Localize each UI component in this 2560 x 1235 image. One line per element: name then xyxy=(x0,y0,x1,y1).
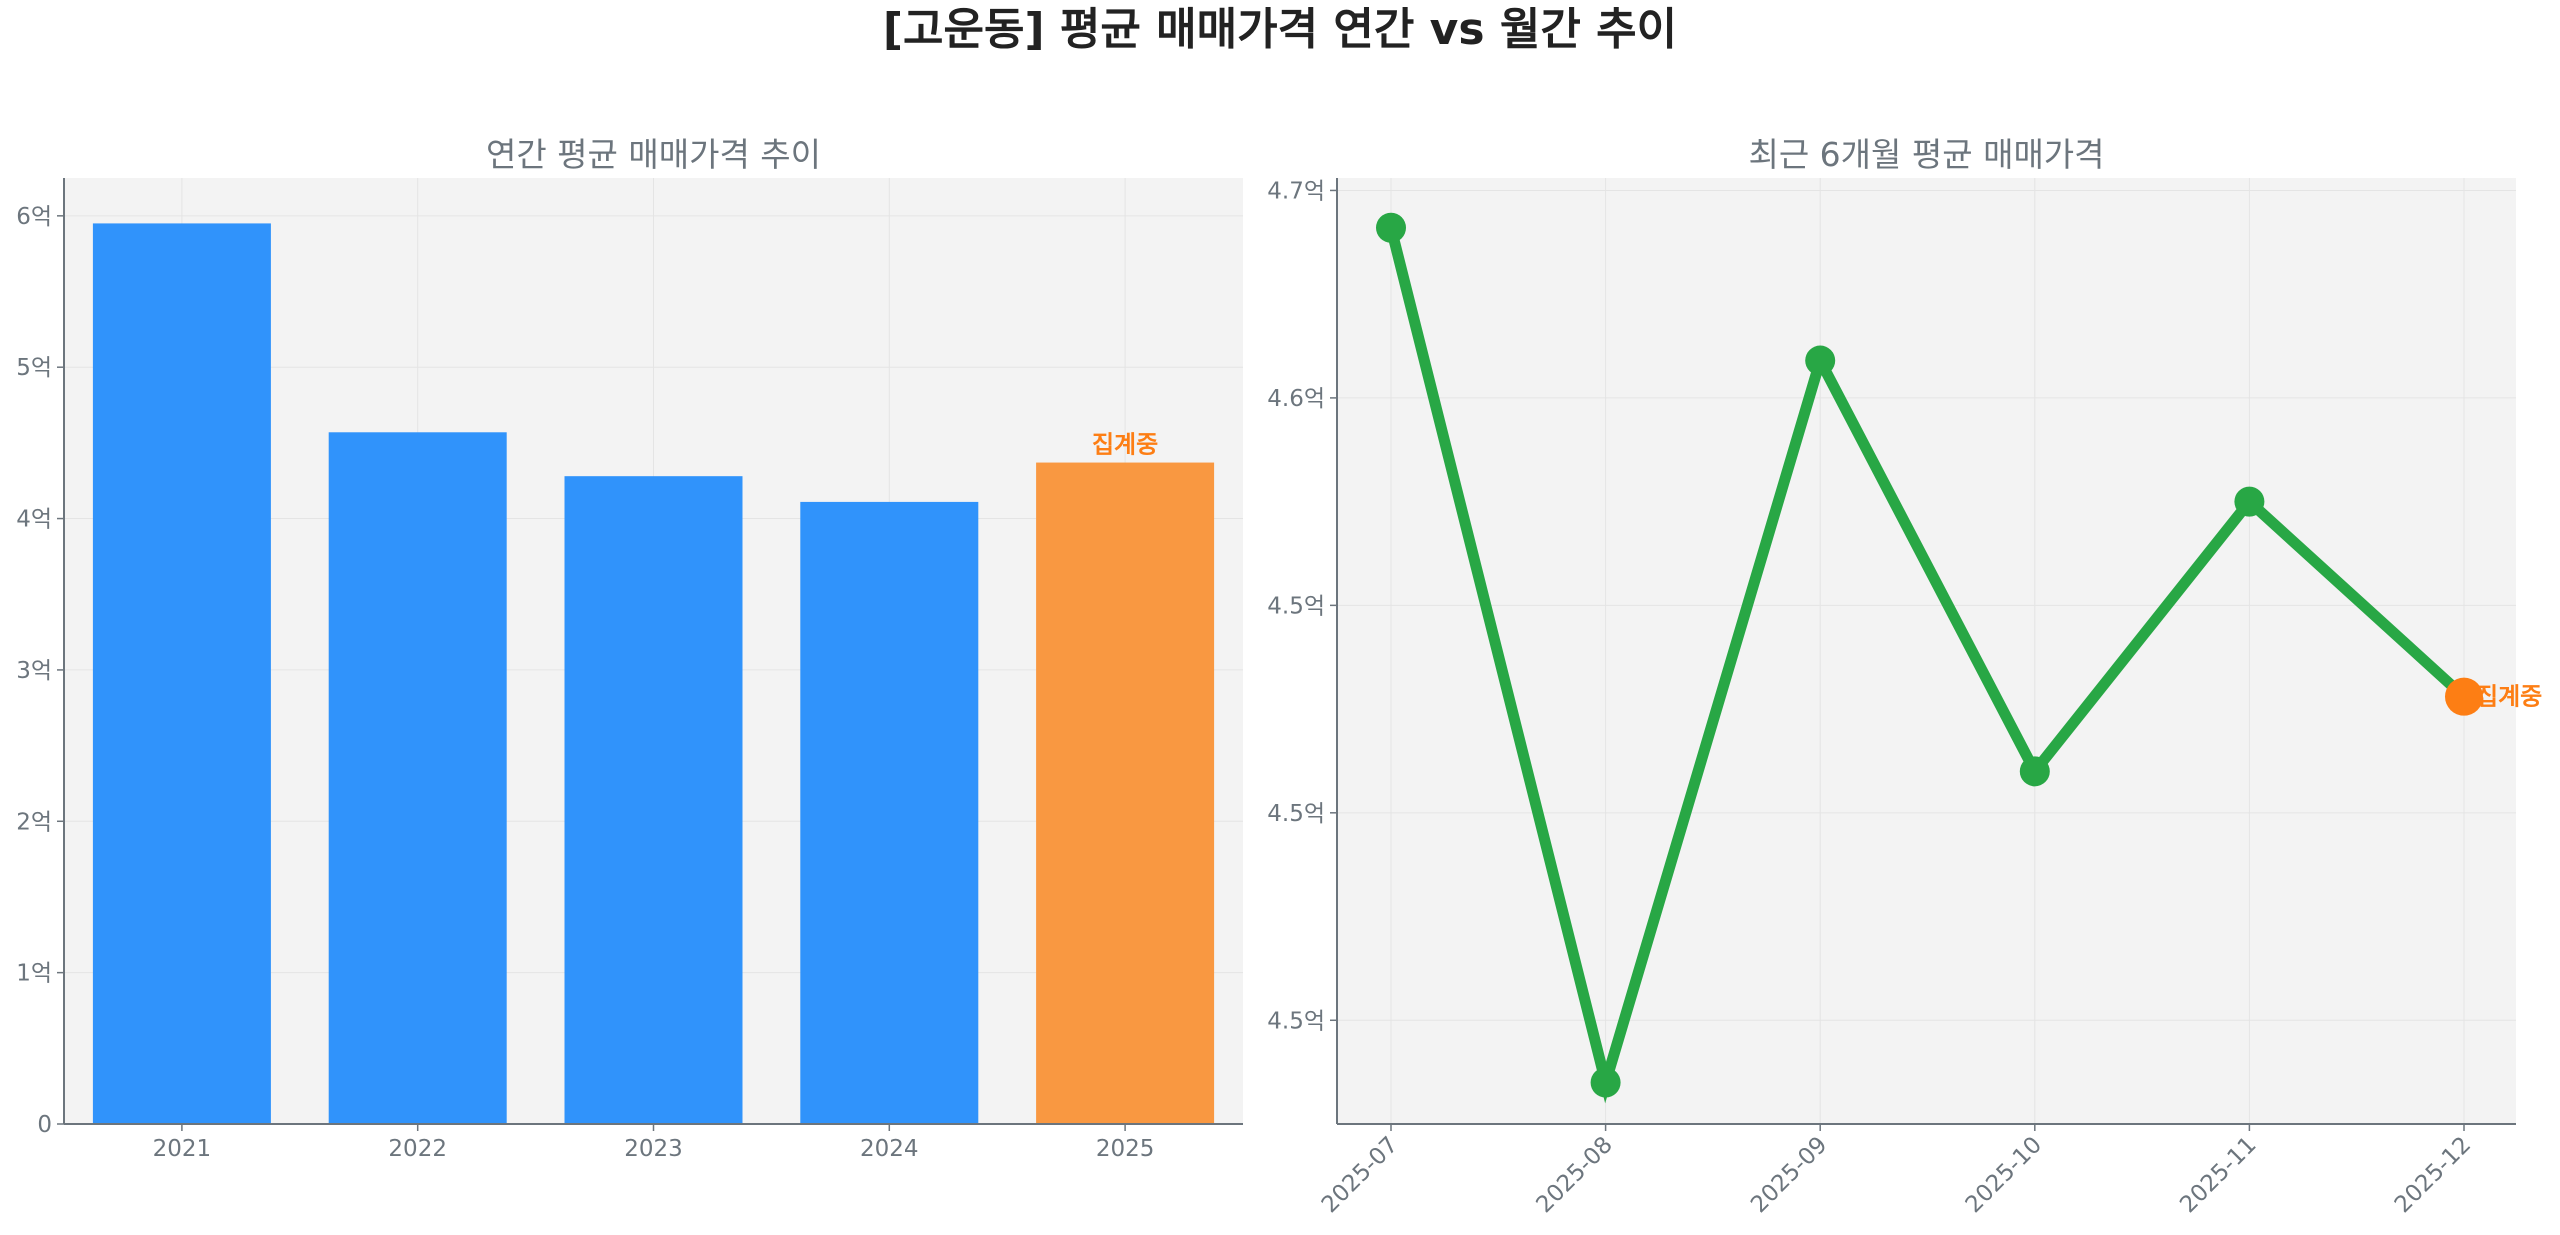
data-point-2025-09 xyxy=(1805,345,1836,376)
x-tick-label: 2022 xyxy=(388,1136,447,1162)
y-tick-label: 4.5억 xyxy=(1267,593,1325,619)
y-tick-label: 4.5억 xyxy=(1267,1008,1325,1034)
bar-2023 xyxy=(564,476,743,1124)
chart-title: 연간 평균 매매가격 추이 xyxy=(486,135,821,174)
data-point-2025-10 xyxy=(2019,756,2050,787)
partial-annotation: 집계중 xyxy=(1092,431,1158,459)
plot-area xyxy=(1337,178,2516,1124)
x-tick-label: 2025-12 xyxy=(2390,1132,2476,1218)
y-tick-label: 1억 xyxy=(16,961,52,987)
x-tick-label: 2021 xyxy=(153,1136,212,1162)
y-tick-label: 5억 xyxy=(16,355,52,381)
x-tick-label: 2025-07 xyxy=(1317,1132,1403,1218)
y-tick-label: 4.7억 xyxy=(1267,178,1325,204)
x-tick-label: 2025-09 xyxy=(1746,1132,1832,1218)
x-tick-label: 2024 xyxy=(860,1136,919,1162)
chart-title: 최근 6개월 평균 매매가격 xyxy=(1748,135,2104,174)
annual-bar-chart: 연간 평균 매매가격 추이 0 1억 2억 3억 4억 5억 6억 2021 2022 2023 20… xyxy=(16,135,1243,1162)
data-point-2025-11 xyxy=(2234,486,2265,517)
y-tick-label: 4.6억 xyxy=(1267,386,1325,412)
bar-2021 xyxy=(92,223,271,1124)
x-tick-label: 2025-11 xyxy=(2175,1132,2261,1218)
y-tick-label: 2억 xyxy=(16,809,52,835)
x-tick-label: 2023 xyxy=(624,1136,683,1162)
figure-title: [고운동] 평균 매매가격 연간 vs 월간 추이 xyxy=(883,4,1677,55)
data-point-2025-07 xyxy=(1376,212,1406,243)
x-tick-label: 2025 xyxy=(1096,1136,1155,1162)
y-tick-label: 0 xyxy=(37,1112,52,1138)
bar-2022 xyxy=(328,432,507,1124)
y-tick-label: 4.5억 xyxy=(1267,801,1325,827)
x-tick-label: 2025-10 xyxy=(1961,1132,2047,1218)
data-point-2025-12 xyxy=(2445,677,2483,716)
series-line xyxy=(1385,226,2468,1104)
bar-2024 xyxy=(800,501,979,1124)
y-tick-label: 3억 xyxy=(16,658,52,684)
bar-2025 xyxy=(1036,462,1215,1125)
y-tick-label: 4억 xyxy=(16,507,52,533)
y-tick-label: 6억 xyxy=(16,204,52,230)
partial-annotation: 집계중 xyxy=(2476,683,2542,711)
x-tick-label: 2025-08 xyxy=(1531,1132,1617,1218)
monthly-line-chart: 최근 6개월 평균 매매가격 4.5억 4.5억 4.5억 4.6억 4.7억 2025-0… xyxy=(1267,135,2542,1218)
data-point-2025-08 xyxy=(1590,1067,1621,1098)
